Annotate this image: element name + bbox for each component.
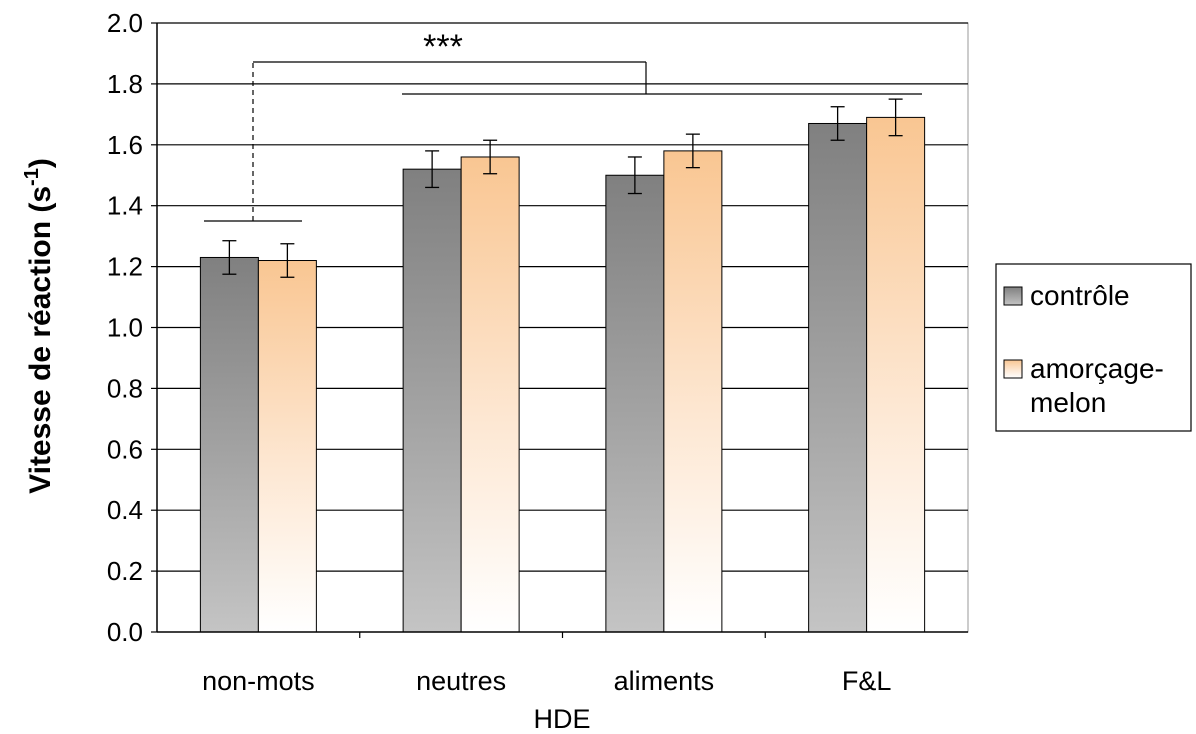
x-axis-ticks xyxy=(359,632,766,638)
y-tick-label: 0.0 xyxy=(107,617,143,647)
bar-controle xyxy=(402,168,462,633)
legend-swatch-amorcage-melon xyxy=(1003,359,1023,379)
bar-controle xyxy=(605,174,665,633)
category-label: non-mots xyxy=(202,666,315,696)
category-label: neutres xyxy=(416,666,506,696)
y-axis-title-main: Vitesse de réaction (s xyxy=(24,186,57,494)
significance-stars: *** xyxy=(423,28,463,66)
bar-amorcage-melon xyxy=(257,260,317,633)
y-tick-label: 1.6 xyxy=(107,130,143,160)
y-tick-label: 1.0 xyxy=(107,313,143,343)
y-axis-title-superscript: -1 xyxy=(21,168,43,186)
x-axis-title: HDE xyxy=(533,704,590,734)
y-tick-label: 0.2 xyxy=(107,556,143,586)
y-tick-label: 1.2 xyxy=(107,252,143,282)
bars xyxy=(199,116,926,633)
legend-label-controle: contrôle xyxy=(1030,280,1130,311)
category-label: aliments xyxy=(614,666,715,696)
category-labels: non-mots neutres aliments F&L xyxy=(202,666,891,696)
bar-controle xyxy=(808,122,868,633)
legend-swatch-controle xyxy=(1003,286,1023,306)
y-tick-label: 2.0 xyxy=(107,8,143,38)
legend-label-line-2: melon xyxy=(1030,387,1106,418)
legend-box xyxy=(995,263,1192,432)
legend-label-line-1: amorçage- xyxy=(1030,353,1164,384)
category-label: F&L xyxy=(842,666,892,696)
legend: contrôle amorçage-melon xyxy=(995,263,1192,432)
y-tick-label: 1.8 xyxy=(107,69,143,99)
legend-label-amorcage-melon: amorçage-melon xyxy=(1030,353,1164,418)
y-tick-label: 0.6 xyxy=(107,434,143,464)
y-axis-ticks: 0.0 0.2 0.4 0.6 0.8 1.0 1.2 1.4 1.6 1.8 2.0 xyxy=(107,8,157,647)
y-axis-title: Vitesse de réaction (s-1) xyxy=(21,158,57,494)
bar-controle xyxy=(199,256,259,633)
error-bars xyxy=(222,98,903,278)
y-tick-label: 0.8 xyxy=(107,373,143,403)
bar-amorcage-melon xyxy=(866,116,926,633)
y-axis-title-close: ) xyxy=(24,158,57,168)
bar-amorcage-melon xyxy=(663,150,723,633)
y-tick-label: 0.4 xyxy=(107,495,143,525)
y-tick-label: 1.4 xyxy=(107,191,143,221)
bar-amorcage-melon xyxy=(460,156,520,633)
significance-annotation: *** xyxy=(204,28,922,222)
